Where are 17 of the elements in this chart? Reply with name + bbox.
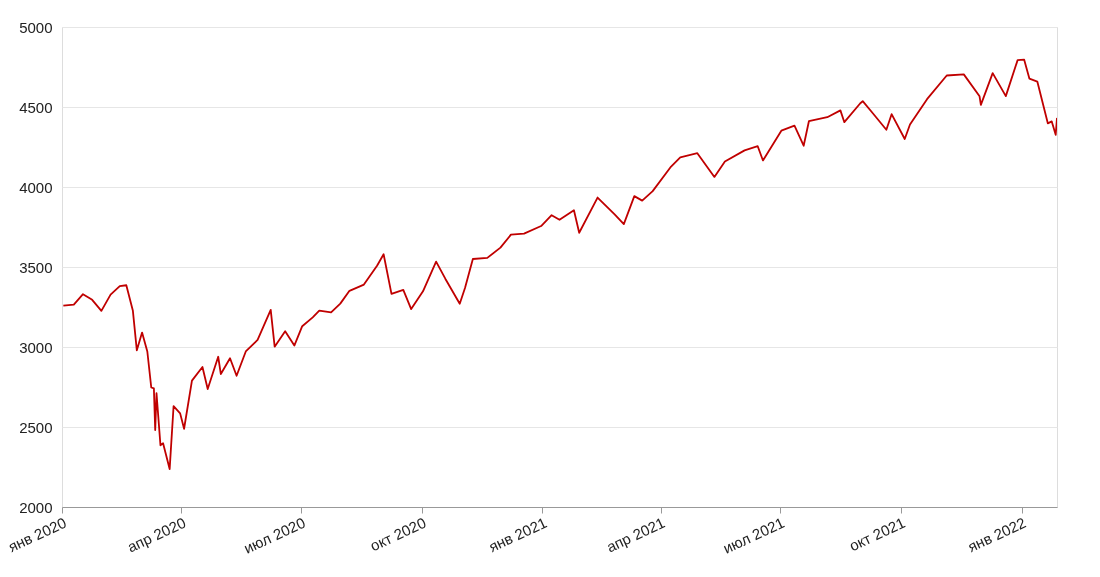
x-tick-label: янв 2021 xyxy=(485,513,550,556)
x-tick-label: июл 2020 xyxy=(241,513,308,557)
y-tick-label: 3500 xyxy=(19,258,53,276)
line-series xyxy=(62,58,1057,470)
x-tick-label: окт 2020 xyxy=(367,513,429,555)
x-tick-label: апр 2021 xyxy=(603,513,668,556)
x-tick-label: янв 2022 xyxy=(965,513,1029,556)
x-tick-label: апр 2020 xyxy=(124,513,189,556)
x-tick-label: янв 2020 xyxy=(5,513,69,556)
y-tick-label: 5000 xyxy=(19,18,53,36)
x-tick-label: окт 2021 xyxy=(846,513,908,555)
y-tick-label: 4000 xyxy=(19,178,53,196)
y-tick-label: 2500 xyxy=(19,418,53,436)
y-tick-label: 4500 xyxy=(19,98,53,116)
y-tick-label: 2000 xyxy=(19,498,53,516)
x-tick-label: июл 2021 xyxy=(720,513,787,557)
y-tick-label: 3000 xyxy=(19,338,53,356)
